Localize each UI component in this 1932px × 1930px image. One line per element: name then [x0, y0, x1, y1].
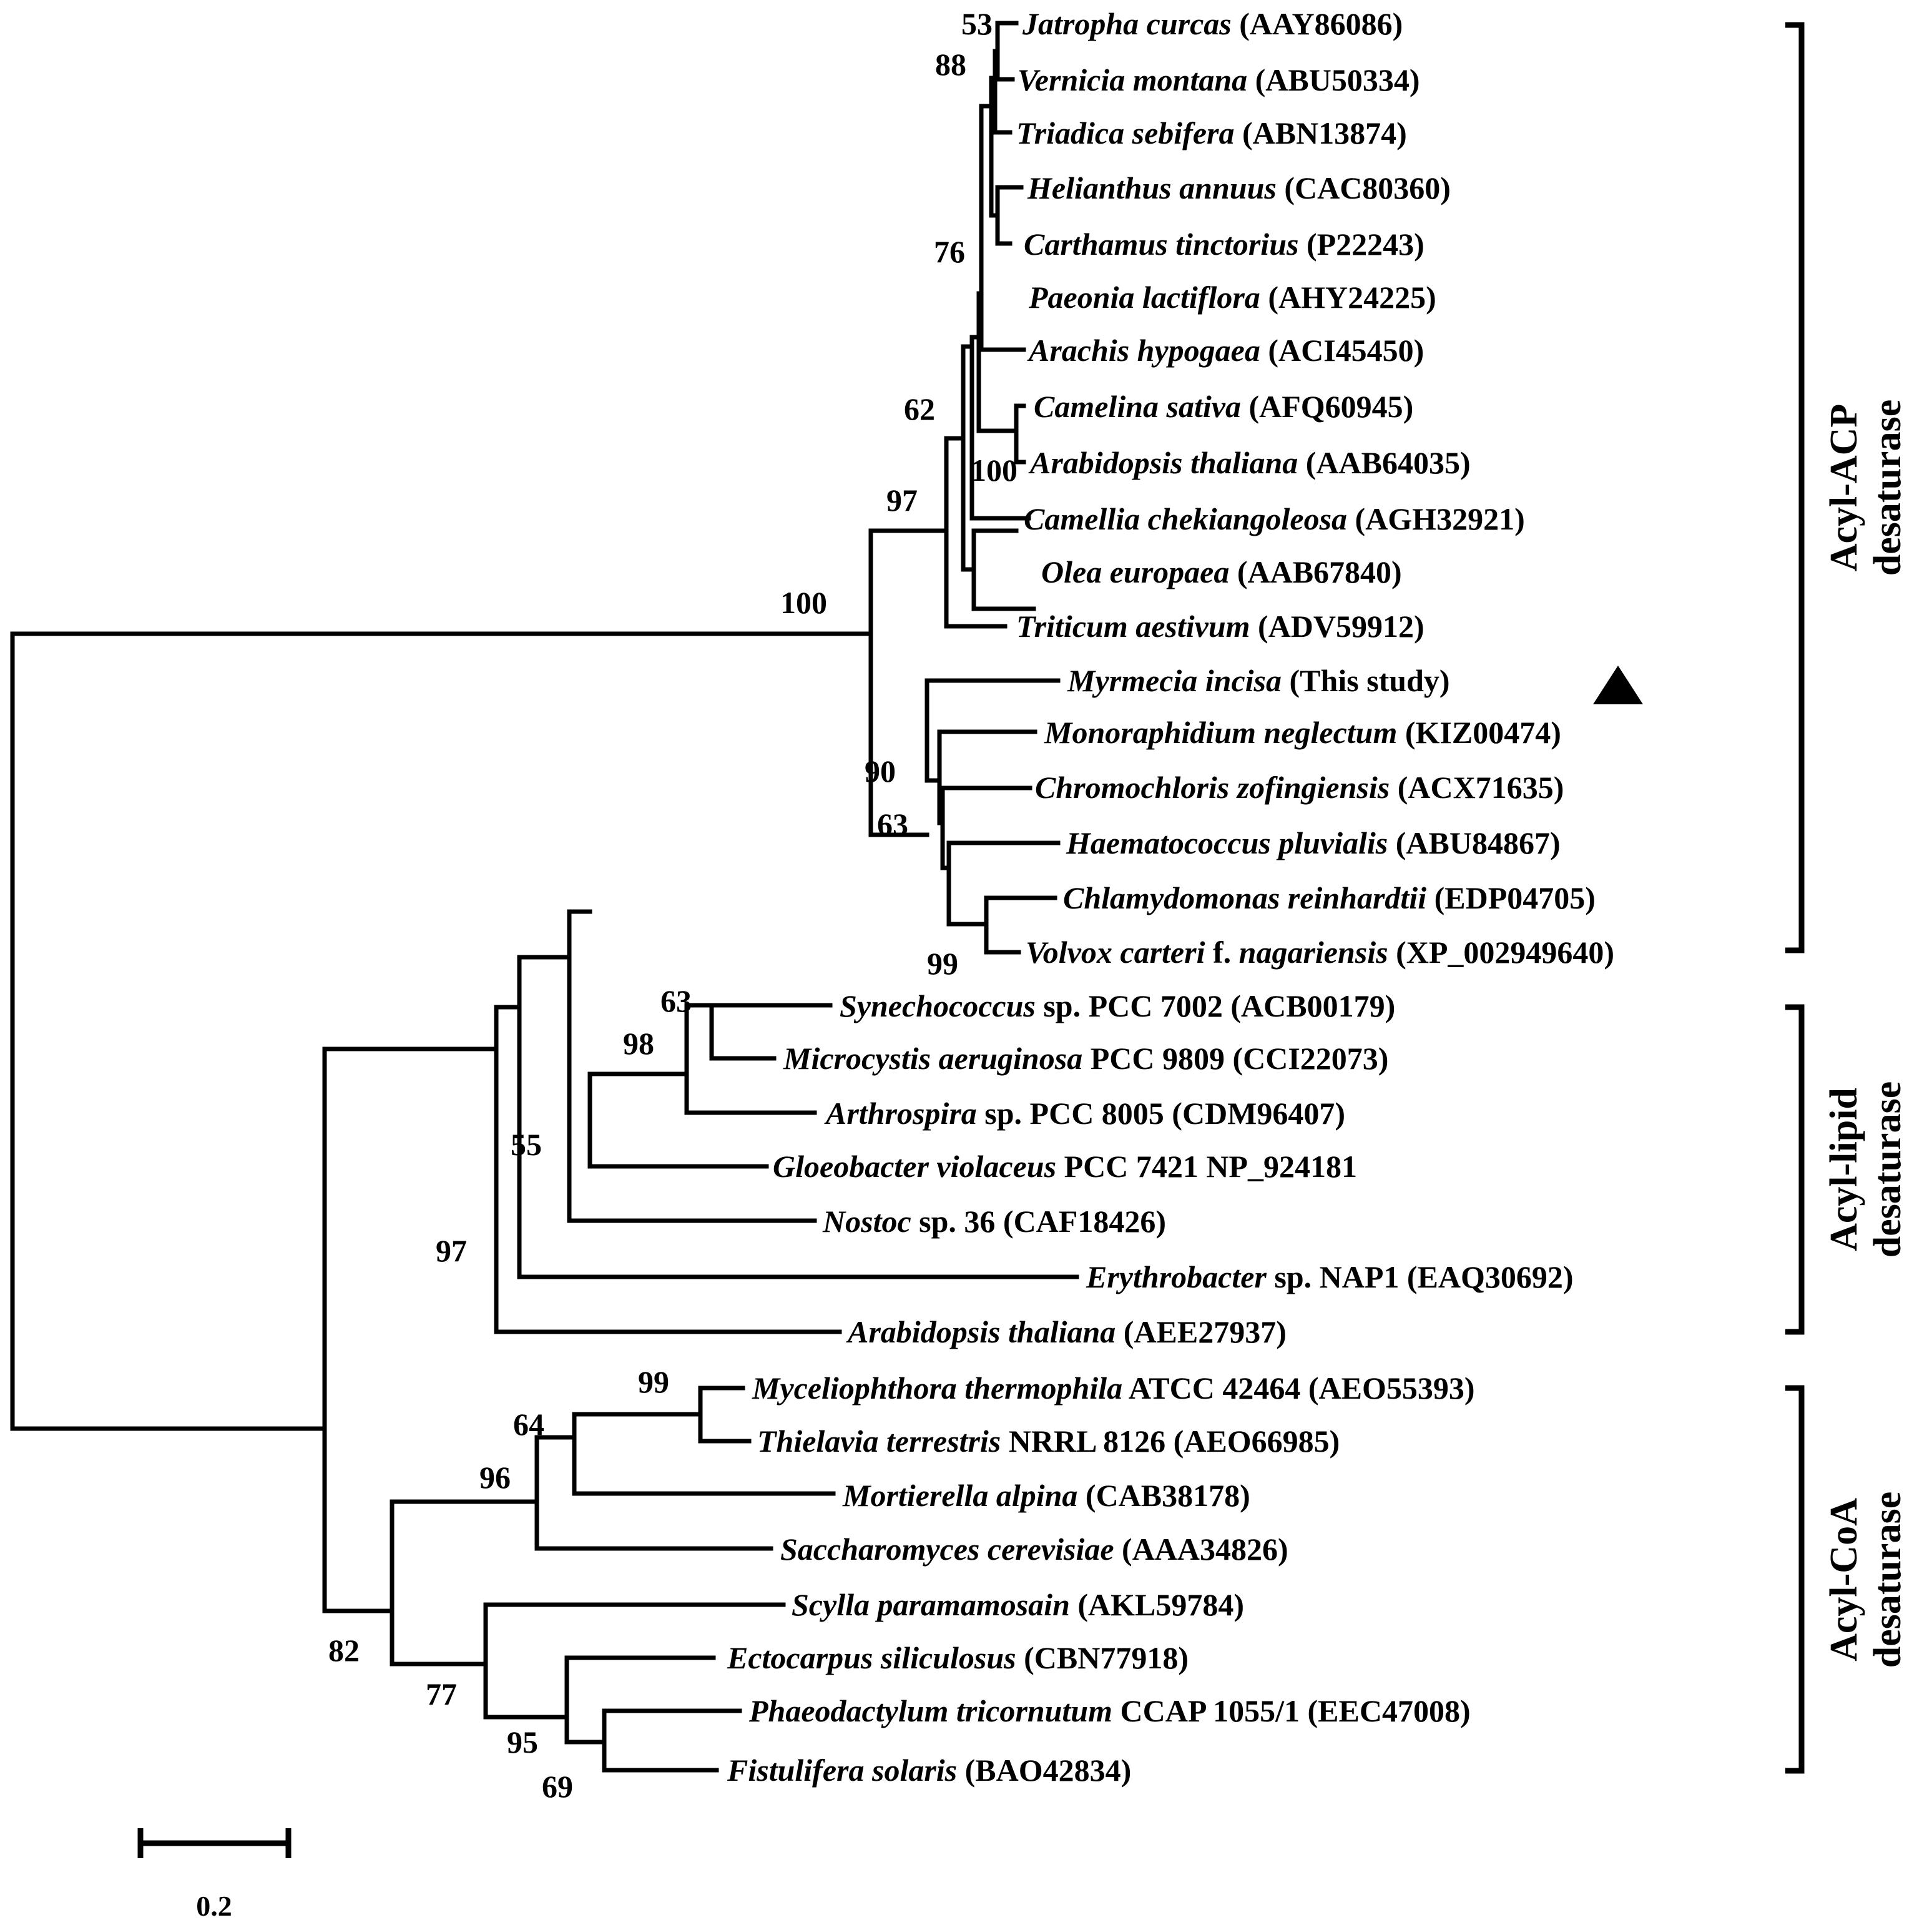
triangle-marker-icon: [1593, 666, 1643, 704]
suffix-volvox: f. nagariensis (XP_002949640): [1205, 935, 1614, 970]
taxon-label: Olea europaea (AAB67840): [1041, 554, 1402, 589]
taxon-label: Chlamydomonas reinhardtii (EDP04705): [1063, 880, 1596, 915]
group-brackets: [1785, 22, 1805, 1774]
taxon-label: Paeonia lactiflora (AHY24225): [1028, 280, 1436, 315]
taxon-label: Vernicia montana (ABU50334): [1017, 62, 1420, 97]
taxon-label: Camellia chekiangoleosa (AGH32921): [1024, 501, 1525, 536]
taxon-label: Microcystis aeruginosa PCC 9809 (CCI2207…: [783, 1041, 1388, 1076]
bootstrap-value: 64: [513, 1407, 544, 1442]
taxon-label: Camelina sativa (AFQ60945): [1034, 389, 1413, 424]
taxon-label: Myrmecia incisa (This study): [1067, 663, 1450, 698]
group-label-line: Acyl-lipid: [1823, 1088, 1865, 1251]
bootstrap-value: 95: [507, 1725, 538, 1760]
group-label-acyl-acp: Acyl-ACP desaturase: [1823, 400, 1909, 576]
bootstrap-value: 96: [479, 1460, 511, 1495]
bootstrap-value: 82: [328, 1633, 360, 1668]
taxon-label: Gloeobacter violaceus PCC 7421 NP_924181: [773, 1149, 1357, 1184]
taxon-label: Ectocarpus siliculosus (CBN77918): [727, 1640, 1189, 1675]
taxon-label: Nostoc sp. 36 (CAF18426): [822, 1204, 1166, 1239]
taxon-label: Chromochloris zofingiensis (ACX71635): [1035, 770, 1564, 805]
taxon-label: Arachis hypogaea (ACI45450): [1027, 333, 1424, 368]
bracket-acyl-coa: [1785, 1385, 1805, 1774]
bootstrap-value: 77: [426, 1676, 457, 1711]
group-label-line: desaturase: [1866, 1081, 1909, 1258]
taxon-label: Triadica sebifera (ABN13874): [1016, 116, 1407, 150]
bootstrap-value: 53: [961, 6, 993, 41]
scale-bar: [137, 1828, 292, 1858]
taxon-label: Myceliophthora thermophila ATCC 42464 (A…: [752, 1371, 1474, 1406]
bootstrap-value: 63: [660, 983, 692, 1018]
bootstrap-value: 76: [934, 234, 965, 269]
taxon-label: Jatropha curcas (AAY86086): [1022, 6, 1403, 41]
taxon-label: Arabidopsis thaliana (AEE27937): [846, 1314, 1287, 1349]
bracket-acyl-lipid: [1785, 1004, 1805, 1335]
taxon-label: Phaeodactylum tricornutum CCAP 1055/1 (E…: [748, 1693, 1471, 1728]
taxon-label: Carthamus tinctorius (P22243): [1024, 227, 1424, 262]
bootstrap-value: 69: [542, 1769, 573, 1804]
bootstrap-value: 98: [623, 1026, 654, 1061]
taxon-label: Scylla paramamosain (AKL59784): [792, 1587, 1244, 1622]
bracket-acyl-acp: [1785, 22, 1805, 953]
group-label-acyl-lipid: Acyl-lipid desaturase: [1823, 1081, 1909, 1258]
group-label-acyl-coa: Acyl-CoA desaturase: [1823, 1492, 1909, 1668]
taxon-label: Mortierella alpina (CAB38178): [842, 1478, 1250, 1513]
scale-bar-label: 0.2: [196, 1890, 232, 1922]
taxon-label: Helianthus annuus (CAC80360): [1027, 170, 1451, 205]
bootstrap-values: 53 88 76 62 100 97 100 90 63 99 63 98 55…: [328, 6, 1017, 1804]
bootstrap-value: 90: [865, 754, 896, 789]
taxon-label: Monoraphidium neglectum (KIZ00474): [1044, 715, 1561, 750]
bootstrap-value: 62: [904, 391, 935, 426]
bootstrap-value: 99: [927, 946, 958, 981]
bootstrap-value: 63: [877, 807, 908, 842]
bootstrap-value: 100: [971, 453, 1017, 488]
taxon-label: Thielavia terrestris NRRL 8126 (AEO66985…: [757, 1424, 1340, 1459]
taxon-label: Synechococcus sp. PCC 7002 (ACB00179): [840, 988, 1395, 1023]
group-label-line: desaturase: [1866, 400, 1909, 576]
taxon-label: Fistulifera solaris (BAO42834): [727, 1753, 1131, 1788]
bootstrap-value: 100: [780, 585, 827, 620]
taxon-label: Arabidopsis thaliana (AAB64035): [1028, 445, 1471, 480]
taxon-labels: Jatropha curcas (AAY86086) Vernicia mont…: [727, 6, 1614, 1788]
group-label-line: Acyl-CoA: [1823, 1498, 1865, 1662]
bootstrap-value: 55: [511, 1127, 542, 1162]
tree-branches: [10, 21, 1079, 1773]
taxon-label: Erythrobacter sp. NAP1 (EAQ30692): [1086, 1259, 1574, 1294]
taxon-label: Volvox carteri f. nagariensis (XP_002949…: [1026, 935, 1614, 970]
taxon-label: Haematococcus pluvialis (ABU84867): [1066, 825, 1561, 860]
taxon-label: Saccharomyces cerevisiae (AAA34826): [780, 1532, 1288, 1567]
bootstrap-value: 99: [638, 1364, 669, 1399]
group-label-line: desaturase: [1866, 1492, 1909, 1668]
taxon-label: Triticum aestivum (ADV59912): [1016, 609, 1424, 644]
bootstrap-value: 97: [436, 1233, 467, 1268]
bootstrap-value: 97: [886, 483, 918, 518]
group-label-line: Acyl-ACP: [1823, 404, 1865, 572]
taxon-label: Arthrospira sp. PCC 8005 (CDM96407): [824, 1096, 1345, 1131]
bootstrap-value: 88: [935, 47, 966, 82]
